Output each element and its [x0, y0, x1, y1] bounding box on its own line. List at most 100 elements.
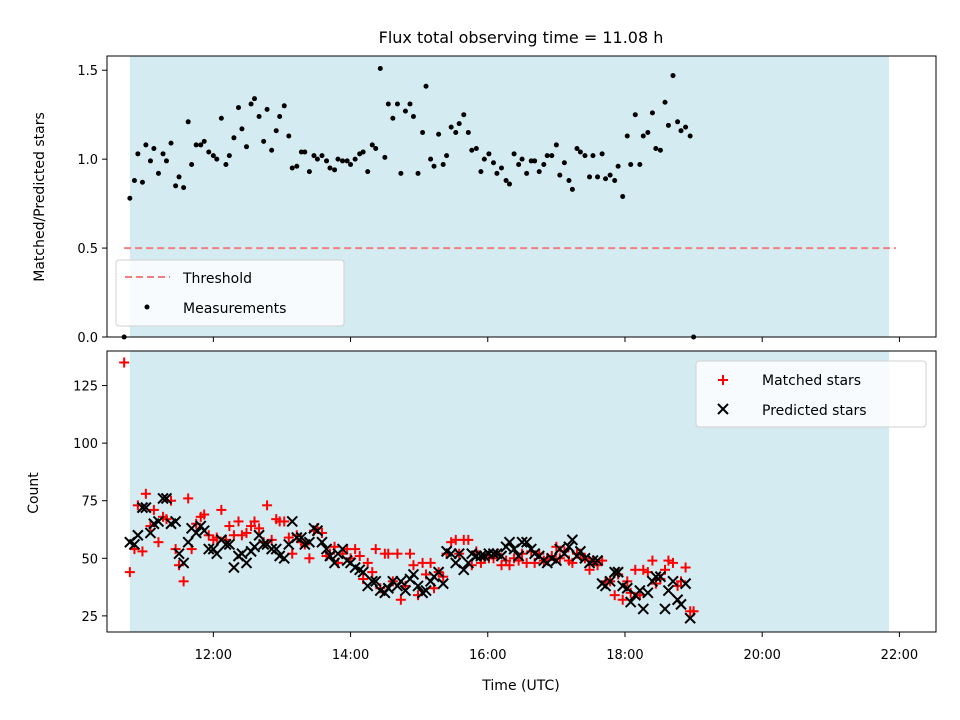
measurement-point [394, 101, 400, 107]
measurement-point [440, 161, 446, 167]
measurement-point [160, 151, 166, 157]
measurement-point [298, 149, 304, 155]
predicted-star-marker [453, 547, 465, 560]
predicted-star-marker [173, 547, 185, 560]
predicted-star-marker [420, 584, 432, 597]
predicted-star-marker [475, 550, 487, 562]
predicted-star-marker [382, 582, 394, 594]
bottom-y-ticks: 25 50 75 100 125 [73, 380, 107, 625]
measurement-point [557, 172, 563, 178]
predicted-star-marker [558, 547, 571, 560]
top-chart-title: Flux total observing time = 11.08 h [379, 28, 664, 47]
measurement-point [214, 156, 220, 162]
measurement-point [155, 170, 161, 176]
measurement-point [670, 73, 676, 79]
measurement-point [407, 101, 413, 107]
measurement-point [151, 145, 157, 151]
predicted-star-marker [624, 596, 637, 608]
measurement-point [469, 147, 475, 153]
measurement-point [252, 96, 258, 102]
measurement-point [306, 169, 312, 175]
measurement-point [360, 149, 366, 155]
measurement-point [532, 158, 538, 164]
predicted-star-marker [437, 577, 449, 590]
measurement-point [335, 156, 341, 162]
matched-star-marker [395, 594, 406, 605]
predicted-star-marker [257, 538, 270, 551]
measurement-point [127, 195, 133, 201]
matched-star-marker [405, 548, 416, 559]
predicted-star-marker [659, 603, 671, 615]
matched-star-marker [283, 532, 294, 543]
matched-star-marker [254, 523, 265, 534]
matched-star-marker [392, 548, 403, 559]
predicted-star-marker [563, 541, 575, 553]
measurement-point [687, 133, 693, 139]
measurement-point [402, 108, 408, 114]
bottom-legend: Matched stars Predicted stars [695, 360, 927, 428]
measurement-point [675, 119, 681, 125]
measurement-point [665, 122, 671, 128]
predicted-star-marker [667, 575, 679, 588]
matched-star-marker [236, 530, 247, 541]
measurement-point [311, 153, 317, 159]
predicted-star-marker [132, 529, 144, 541]
measurement-point [607, 172, 613, 178]
measurement-point [223, 161, 229, 167]
measurement-point [277, 113, 283, 119]
measurement-point [348, 161, 354, 167]
legend-matched-swatch [718, 375, 728, 385]
measurement-point [503, 177, 509, 183]
measurement-point [261, 138, 267, 144]
measurement-point [519, 156, 525, 162]
bottom-y-axis-label: Count [26, 472, 42, 514]
matched-star-marker [216, 504, 227, 515]
top-y-tick-label: 0.0 [77, 331, 98, 346]
bottom-y-tick-label: 100 [73, 437, 98, 452]
bottom-y-tick-label: 75 [81, 495, 98, 510]
predicted-star-marker [311, 524, 324, 537]
predicted-star-marker [220, 538, 232, 551]
measurement-point [461, 112, 467, 118]
measurement-point [173, 183, 179, 189]
predicted-star-marker [458, 564, 470, 576]
measurement-point [369, 142, 375, 148]
measurement-point [637, 161, 643, 167]
predicted-star-marker [516, 536, 528, 548]
matched-star-marker [224, 521, 235, 532]
measurement-point [494, 170, 500, 176]
measurement-point [624, 133, 630, 139]
measurement-point [281, 103, 287, 109]
matched-star-marker [304, 553, 315, 564]
measurement-point [239, 126, 245, 132]
predicted-star-marker [223, 538, 236, 551]
predicted-star-marker [320, 543, 333, 555]
measurement-point [549, 153, 555, 159]
predicted-star-marker [587, 554, 599, 567]
measurement-point [420, 129, 426, 135]
predicted-star-marker [684, 612, 696, 624]
predicted-star-marker [136, 501, 149, 514]
measurement-point [498, 165, 504, 171]
predicted-star-marker [198, 524, 210, 537]
matched-star-marker [367, 567, 378, 578]
measurement-point [410, 113, 416, 119]
measurement-point [377, 65, 383, 71]
measurement-point [365, 169, 371, 175]
measurement-point [612, 177, 618, 183]
matched-star-marker [668, 557, 679, 568]
predicted-star-marker [203, 543, 215, 555]
measurement-point [678, 128, 684, 134]
predicted-star-marker [495, 550, 508, 562]
measurement-point [273, 128, 279, 134]
matched-star-marker [408, 560, 419, 571]
matched-star-marker [199, 509, 210, 520]
matched-star-marker [446, 537, 457, 548]
predicted-star-marker [211, 547, 223, 560]
measurement-point [544, 153, 550, 159]
bottom-legend-box [695, 360, 927, 428]
matched-star-marker [584, 564, 595, 575]
top-y-axis-label: Matched/Predicted stars [32, 112, 48, 282]
predicted-star-markers [124, 492, 696, 624]
